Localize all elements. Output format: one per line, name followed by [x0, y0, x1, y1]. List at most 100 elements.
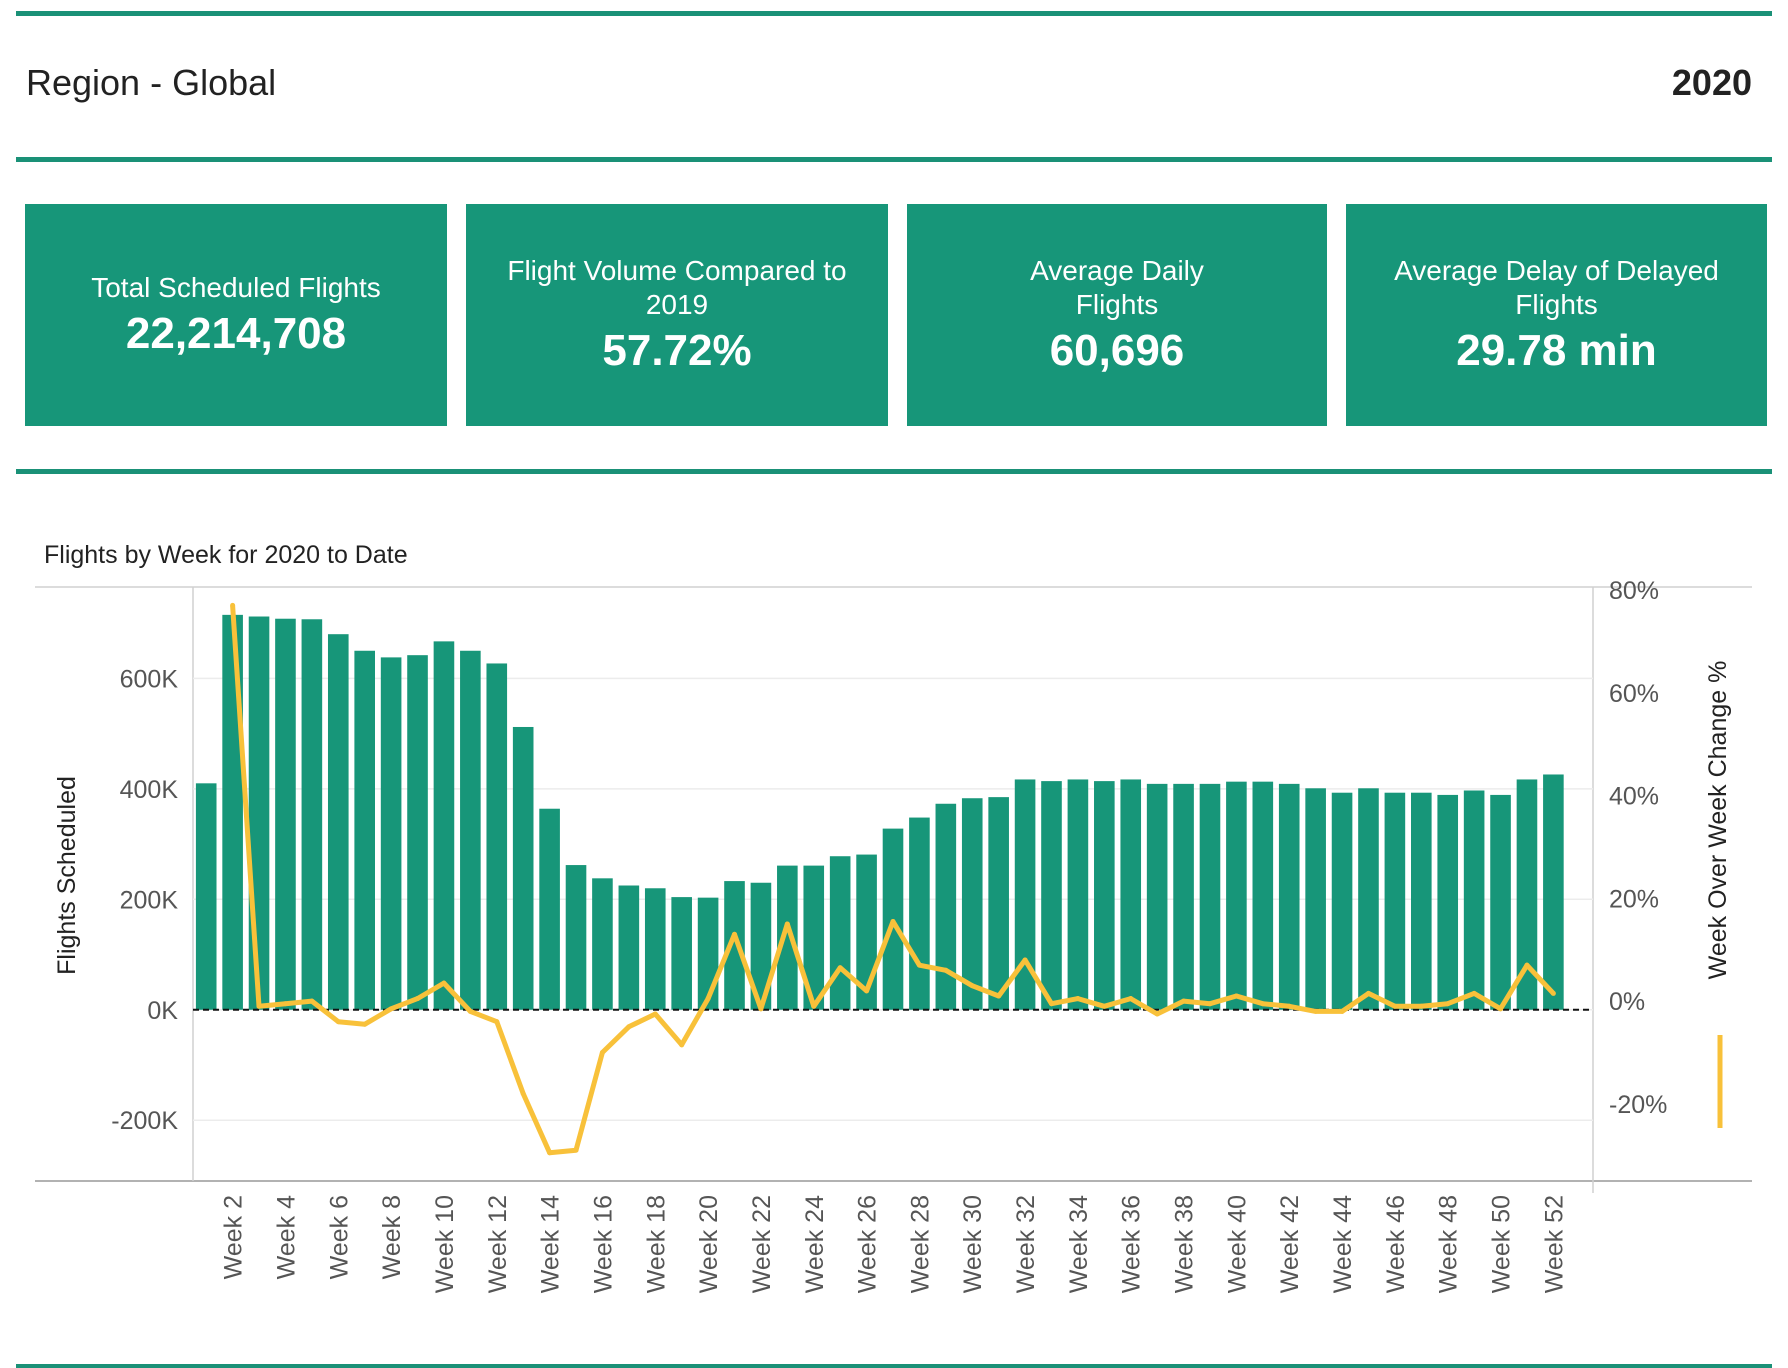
line-point [441, 980, 447, 986]
bar [1516, 779, 1538, 1010]
bar [803, 865, 825, 1010]
chart-title: Flights by Week for 2020 to Date [44, 541, 408, 569]
line-point [1524, 962, 1530, 968]
line-point [1365, 990, 1371, 996]
y2-tick-label: 60% [1609, 680, 1659, 708]
x-tick-label: Week 46 [1382, 1195, 1410, 1293]
flights-by-week-chart: -200K 0K 200K 400K 600K -20% 0% 20% 40% 60% 80% Fli… [35, 577, 1752, 1293]
line-point [1392, 1003, 1398, 1009]
line-point [864, 988, 870, 994]
chart-axes: -200K 0K 200K 400K 600K -20% 0% 20% 40% 60% 80% Fli… [53, 577, 1732, 1293]
year-label: 2020 [1671, 62, 1752, 103]
x-tick-label: Week 6 [325, 1195, 353, 1279]
x-tick-label: Week 12 [484, 1195, 512, 1293]
bar [1120, 779, 1142, 1010]
bar [327, 634, 349, 1010]
bar [222, 614, 243, 1010]
x-tick-label: Week 32 [1012, 1195, 1040, 1293]
top-rule [16, 11, 1772, 16]
x-tick-label: Week 16 [589, 1195, 617, 1293]
line-point [309, 998, 315, 1004]
line-point [652, 1011, 658, 1017]
bar [724, 881, 745, 1010]
line-point [256, 1003, 262, 1009]
kpi-label: Flight Volume Compared to 2019 [507, 255, 847, 320]
x-tick-label: Week 44 [1329, 1195, 1357, 1293]
x-tick-label: Week 36 [1118, 1195, 1146, 1293]
x-tick-label: Week 10 [431, 1195, 459, 1293]
bar [433, 641, 455, 1010]
line-point [1286, 1003, 1292, 1009]
kpi-average-delay: Average Delay of Delayed Flights 29.78 m… [1346, 204, 1767, 426]
line-point [599, 1050, 605, 1056]
x-tick-label: Week 20 [695, 1195, 723, 1293]
kpi-value: 60,696 [1049, 326, 1185, 375]
bar [1067, 779, 1089, 1010]
line-point [811, 1003, 817, 1009]
bar [1437, 794, 1459, 1010]
line-point [573, 1147, 579, 1153]
bar [644, 888, 666, 1010]
line-point [362, 1021, 368, 1027]
bar [1094, 781, 1115, 1010]
bar [380, 657, 402, 1010]
x-tick-label: Week 34 [1065, 1195, 1093, 1293]
line-point [758, 1006, 764, 1012]
line-point [705, 996, 711, 1002]
line-point [1260, 1001, 1266, 1007]
line-point [1418, 1003, 1424, 1009]
line-point [230, 602, 236, 608]
line-point [520, 1091, 526, 1097]
x-tick-label: Week 38 [1171, 1195, 1199, 1293]
bar [1041, 781, 1062, 1010]
x-tick-label: Week 14 [537, 1195, 565, 1293]
bar [512, 726, 534, 1010]
y-tick-label: 200K [120, 886, 179, 914]
line-point [467, 1008, 473, 1014]
kpi-label: Average Daily Flights [1030, 255, 1204, 320]
bar [1543, 774, 1564, 1010]
bar [275, 618, 296, 1010]
bar [961, 798, 983, 1010]
line-point [1471, 990, 1477, 996]
bar [1490, 794, 1511, 1010]
line-point [1550, 990, 1556, 996]
bar [1252, 781, 1274, 1010]
bar [301, 619, 323, 1010]
x-tick-label: Week 52 [1540, 1195, 1568, 1293]
bottom-rule [16, 1364, 1772, 1368]
x-tick-label: Week 24 [801, 1195, 829, 1293]
x-tick-label: Week 50 [1488, 1195, 1516, 1293]
line-point [626, 1024, 632, 1030]
bar [195, 783, 217, 1010]
wow-change-series [230, 602, 1556, 1156]
line-point [890, 918, 896, 924]
line-point [282, 1001, 288, 1007]
line-point [1339, 1008, 1345, 1014]
line-point [1128, 996, 1134, 1002]
bar [750, 882, 772, 1010]
line-point [388, 1006, 394, 1012]
y2-axis-title: Week Over Week Change % [1704, 661, 1732, 980]
line-point [837, 965, 843, 971]
bar [1463, 790, 1485, 1010]
line-point [916, 962, 922, 968]
line-point [996, 993, 1002, 999]
x-tick-label: Week 48 [1435, 1195, 1463, 1293]
header-rule [16, 157, 1772, 162]
bar [460, 650, 481, 1010]
line-point [732, 931, 738, 937]
x-tick-label: Week 4 [272, 1195, 300, 1279]
kpi-value: 22,214,708 [125, 309, 347, 358]
line-point [943, 967, 949, 973]
bar [354, 650, 375, 1010]
line-point [1048, 1001, 1054, 1007]
bar [1226, 781, 1247, 1010]
y2-tick-label: 20% [1609, 885, 1659, 913]
bar [829, 856, 851, 1010]
line-point [784, 921, 790, 927]
bar [1411, 792, 1432, 1010]
bar [1358, 788, 1379, 1010]
kpi-flight-volume-vs-2019: Flight Volume Compared to 2019 57.72% [466, 204, 888, 426]
bar [1278, 783, 1300, 1010]
